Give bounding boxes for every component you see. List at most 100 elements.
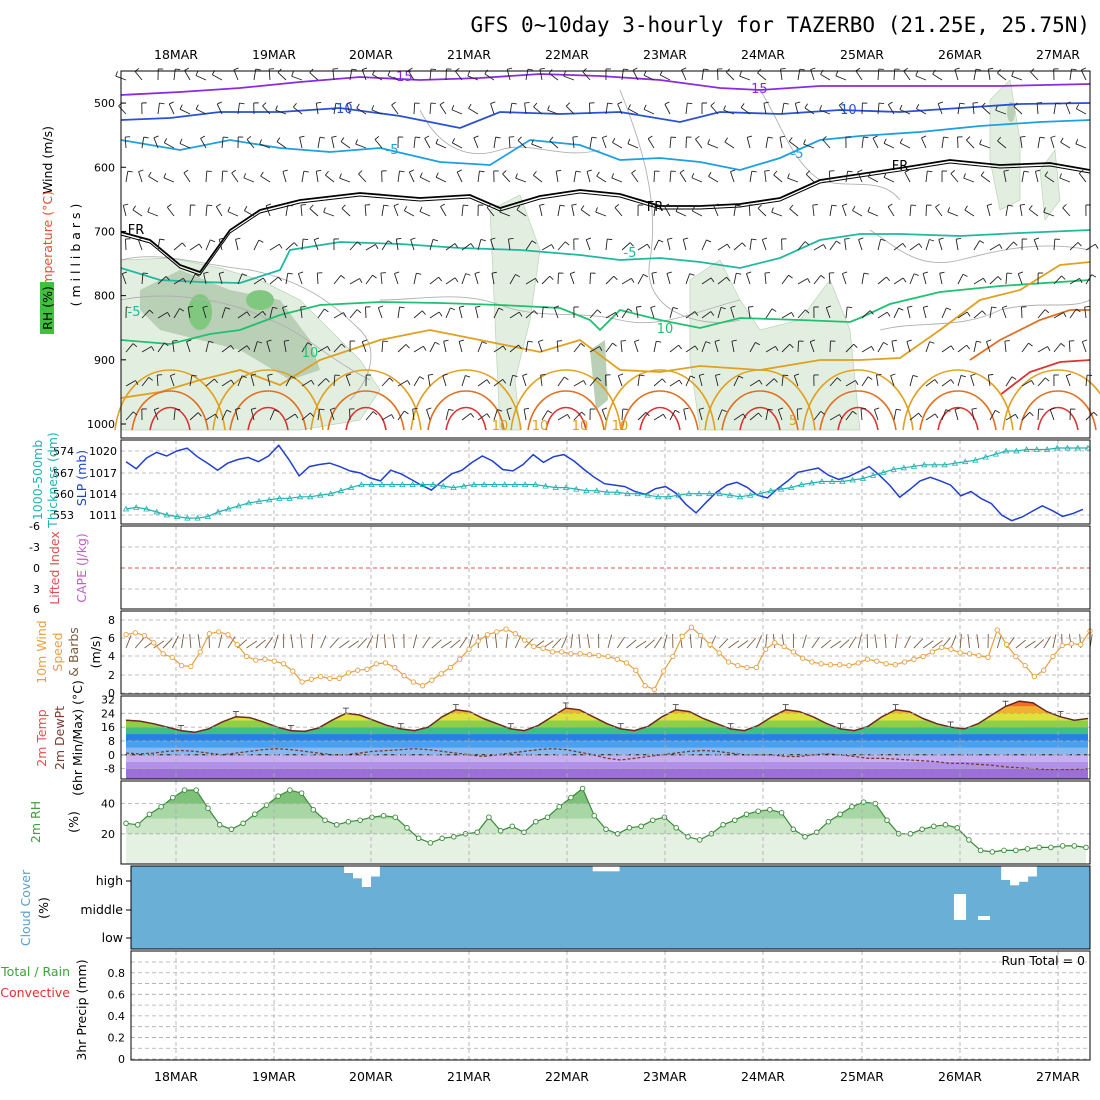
wind-barb-flag: [459, 305, 465, 308]
thickness-marker: [214, 508, 222, 515]
pressure-tick-label: 500: [94, 97, 115, 110]
wind-barb-flag: [380, 272, 386, 274]
rh2m-marker: [755, 808, 761, 814]
rh2m-marker: [884, 817, 890, 823]
thickness-marker: [818, 478, 826, 484]
wind-barb: [683, 409, 687, 421]
wind-barb-flag: [535, 278, 539, 283]
wind-barb-flag: [551, 244, 555, 250]
wind-barb: [925, 413, 936, 421]
wind-barb: [794, 103, 799, 115]
wind-barb: [200, 138, 207, 149]
wind-barb: [916, 108, 927, 115]
wind10m-marker: [994, 627, 1000, 633]
wind10m-marker: [790, 649, 797, 655]
cloud-gap-high: [353, 866, 363, 879]
wind-barb: [617, 103, 623, 115]
wind-barb: [986, 205, 991, 217]
wind-barb: [669, 307, 674, 319]
precip-axis-label: 3hr Precip (mm): [74, 959, 89, 1060]
rh2m-marker: [252, 811, 258, 817]
thickness-marker: [399, 481, 406, 487]
wind-barb-flag: [1044, 309, 1050, 314]
wind-barb: [829, 205, 833, 217]
wind-barb-flag: [842, 271, 848, 275]
wind-barb-flag: [615, 312, 619, 317]
wind-barb: [397, 344, 407, 353]
wind-barb: [788, 141, 799, 149]
wind-barb: [861, 310, 871, 319]
wind-barb: [168, 103, 175, 115]
wind-barb: [987, 375, 991, 387]
wind10m-marker: [976, 652, 982, 659]
rh2m-marker: [333, 822, 340, 828]
wind-barb-flag: [999, 244, 1003, 249]
rh2m-marker: [497, 828, 504, 834]
wind-barb-flag: [705, 341, 711, 344]
wind-barb-flag: [499, 207, 502, 213]
temp2m-tick-label: -8: [104, 763, 115, 776]
wind-barb: [1085, 243, 1096, 251]
wind-barb: [631, 172, 639, 183]
rh2m-marker: [310, 806, 317, 813]
wind-barb: [1021, 380, 1032, 387]
wind-barb-flag: [225, 307, 231, 310]
wind10m-marker: [447, 664, 454, 671]
wind-barb: [540, 375, 543, 387]
wind-barb: [857, 171, 863, 183]
wind-barb-flag: [612, 342, 617, 347]
wind10m-barb: [967, 634, 970, 649]
wind-barb-flag: [726, 276, 731, 282]
surface-isotherm-arch: [149, 406, 191, 431]
wind-barb: [989, 307, 993, 319]
wind-barb-flag: [451, 138, 456, 144]
wind-barb-flag: [779, 135, 786, 138]
wind10m-marker: [521, 637, 528, 643]
wind-barb-flag: [188, 305, 194, 308]
wind-barb: [669, 379, 680, 387]
wind-barb: [253, 341, 258, 353]
wind-barb: [173, 409, 176, 421]
wind-barb-flag: [539, 203, 545, 206]
wind-barb: [565, 105, 575, 115]
thickness-marker: [777, 485, 785, 492]
date-label-top: 22MAR: [545, 47, 589, 62]
wind-barb: [221, 409, 228, 421]
wind-barb: [845, 171, 849, 183]
wind10m-barb: [125, 635, 132, 649]
wind10m-marker: [123, 631, 129, 638]
wind-barb-flag: [938, 101, 944, 105]
wind-barb: [941, 379, 952, 387]
rh2m-marker: [579, 785, 586, 792]
wind-barb-flag: [438, 311, 443, 317]
wind-barb: [986, 341, 991, 353]
wind-barb-flag: [543, 306, 549, 309]
wind-barb: [1043, 211, 1055, 217]
panel-frame: [120, 780, 1091, 865]
wind-barb: [765, 409, 769, 421]
wind-barb-flag: [346, 101, 352, 104]
isotherm-line: [120, 119, 1091, 171]
wind-barb-flag: [454, 277, 459, 283]
wind-barb: [669, 170, 672, 183]
date-label-top: 20MAR: [349, 47, 393, 62]
wind-barb-flag: [490, 101, 496, 104]
wind-barb-flag: [683, 237, 689, 240]
cloud-axis-units: (%): [36, 897, 51, 919]
wind-barb-flag: [853, 343, 858, 349]
wind-barb: [169, 375, 175, 387]
wind-barb-flag: [432, 238, 438, 242]
wind-barb-flag: [739, 71, 742, 77]
wind-barb-flag: [1029, 411, 1034, 417]
thickness-marker: [542, 482, 549, 489]
wind-barb-flag: [822, 136, 827, 141]
precip-tick-label: 0.4: [108, 1010, 126, 1023]
wind-barb: [1065, 103, 1071, 115]
wind-barb-flag: [149, 309, 154, 314]
wind-barb-flag: [1035, 169, 1041, 172]
wind-barb: [605, 103, 609, 115]
wind-barb-flag: [565, 102, 571, 107]
wind-barb: [1037, 309, 1046, 319]
wind-barb: [632, 70, 639, 81]
